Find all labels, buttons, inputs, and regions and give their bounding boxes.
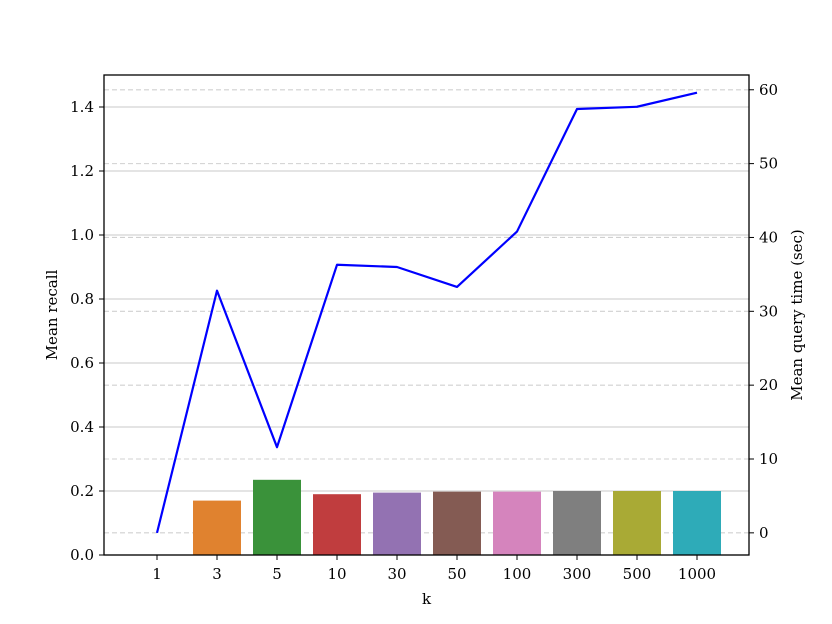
x-tick-label: 50: [447, 565, 466, 583]
left-axis-ticks: 0.0 0.2 0.4 0.6 0.8 1.0 1.2 1.4: [70, 98, 104, 564]
right-axis-ticks: 0 10 20 30 40 50 60: [749, 81, 778, 542]
left-tick-label: 0.6: [70, 354, 94, 372]
x-tick-label: 100: [503, 565, 532, 583]
x-axis-title: k: [422, 590, 432, 608]
plot-frame: [103, 74, 750, 556]
bar-10: [313, 494, 361, 555]
bar-5: [253, 479, 301, 555]
left-tick-label: 0.4: [70, 418, 94, 436]
right-tick-label: 50: [759, 155, 778, 173]
left-gridlines: [104, 106, 749, 556]
bar-1000: [673, 491, 721, 555]
x-tick-label: 5: [272, 565, 282, 583]
right-tick-label: 40: [759, 228, 778, 246]
right-gridlines: [104, 89, 749, 534]
right-tick-label: 0: [759, 524, 769, 542]
bar-500: [613, 491, 661, 555]
left-tick-label: 1.2: [70, 162, 94, 180]
x-axis-ticks: 1 3 5 10 30 50 100 300 500 1000: [152, 555, 716, 583]
left-tick-label: 1.4: [70, 98, 94, 116]
bar-50: [433, 491, 481, 555]
left-tick-label: 1.0: [70, 226, 94, 244]
left-axis-title: Mean recall: [43, 270, 61, 361]
x-tick-label: 30: [387, 565, 406, 583]
x-tick-label: 10: [327, 565, 346, 583]
bar-300: [553, 491, 601, 555]
bar-series: [193, 479, 721, 555]
right-tick-label: 10: [759, 450, 778, 468]
left-tick-label: 0.2: [70, 482, 94, 500]
bar-3: [193, 500, 241, 555]
line-series: [155, 91, 698, 534]
query-time-line: [155, 91, 698, 534]
x-tick-label: 300: [563, 565, 592, 583]
x-tick-label: 3: [212, 565, 222, 583]
right-tick-label: 20: [759, 376, 778, 394]
right-tick-label: 60: [759, 81, 778, 99]
x-tick-label: 1000: [678, 565, 716, 583]
x-tick-label: 1: [152, 565, 162, 583]
right-tick-label: 30: [759, 302, 778, 320]
right-axis-title: Mean query time (sec): [788, 229, 806, 401]
left-tick-label: 0.0: [70, 546, 94, 564]
bar-100: [493, 491, 541, 555]
x-tick-label: 500: [623, 565, 652, 583]
bar-30: [373, 492, 421, 555]
left-tick-label: 0.8: [70, 290, 94, 308]
